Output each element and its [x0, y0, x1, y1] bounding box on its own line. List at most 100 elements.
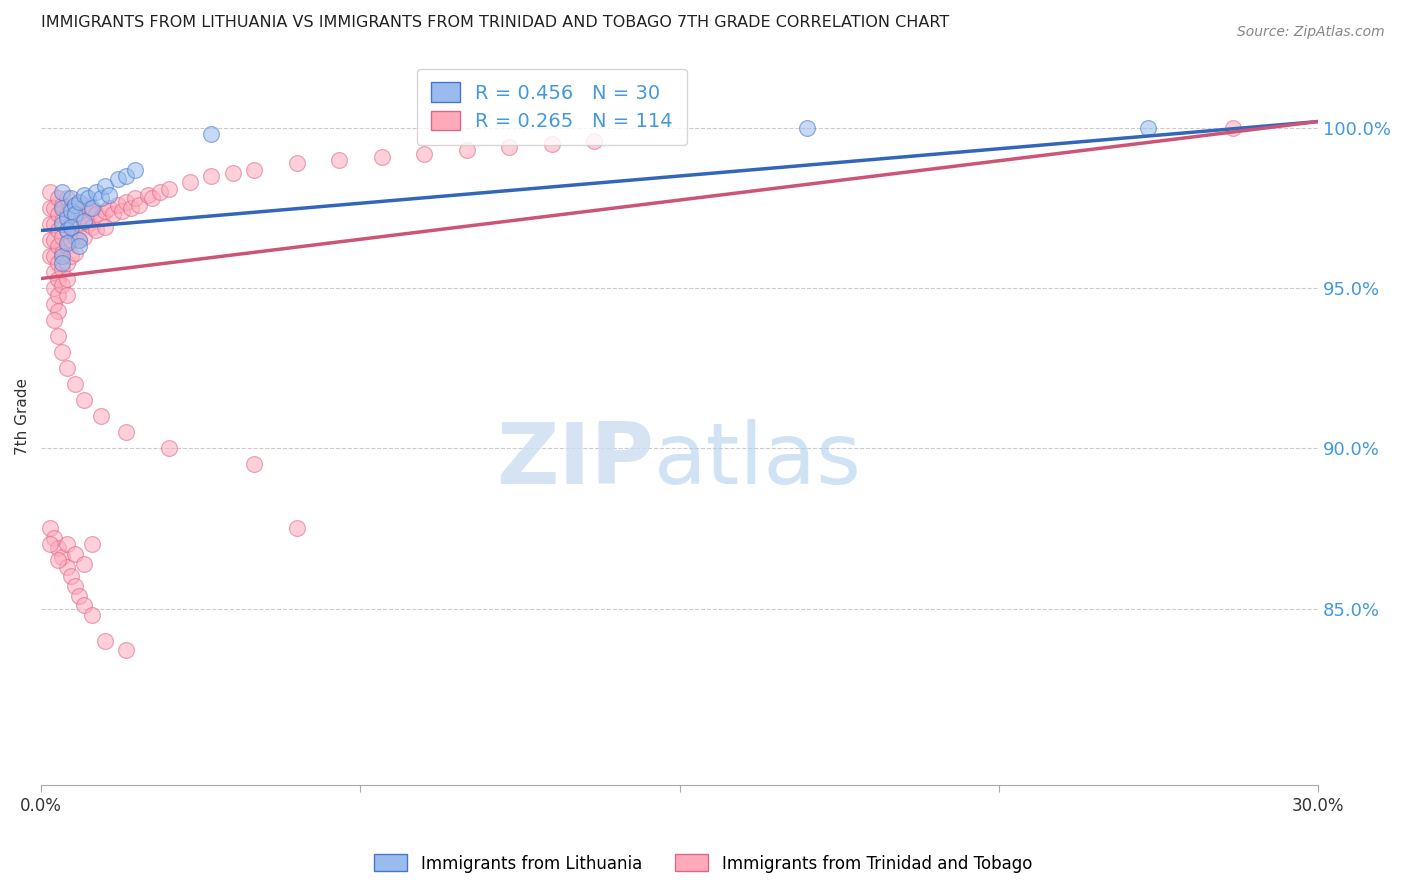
Point [55, 255, 77, 269]
Point [67, 589, 90, 603]
Point [42, 297, 65, 311]
Point [179, 175, 201, 189]
Point [67, 239, 90, 253]
Point [51, 550, 73, 565]
Point [59, 217, 82, 231]
Point [73, 214, 96, 228]
Point [456, 144, 478, 158]
Point [124, 191, 146, 205]
Point [55, 207, 77, 221]
Point [90, 211, 112, 225]
Text: ZIP: ZIP [496, 419, 654, 502]
Point [120, 201, 142, 215]
Point [82, 201, 104, 215]
Point [90, 409, 112, 424]
Point [63, 207, 86, 221]
Point [38, 521, 60, 535]
Point [59, 204, 82, 219]
Point [59, 569, 82, 583]
Point [55, 191, 77, 205]
Point [77, 191, 100, 205]
Point [82, 607, 104, 622]
Point [73, 393, 96, 408]
Point [46, 303, 69, 318]
Point [115, 643, 138, 657]
Point [51, 345, 73, 359]
Point [82, 220, 104, 235]
Legend: Immigrants from Lithuania, Immigrants from Trinidad and Tobago: Immigrants from Lithuania, Immigrants fr… [367, 847, 1039, 880]
Point [63, 198, 86, 212]
Point [243, 162, 266, 177]
Point [46, 255, 69, 269]
Point [285, 521, 308, 535]
Point [94, 178, 117, 193]
Point [63, 230, 86, 244]
Point [55, 223, 77, 237]
Point [136, 188, 159, 202]
Point [77, 217, 100, 231]
Point [94, 204, 117, 219]
Point [38, 185, 60, 199]
Point [73, 230, 96, 244]
Point [59, 249, 82, 263]
Point [94, 220, 117, 235]
Point [98, 188, 121, 202]
Point [46, 541, 69, 555]
Point [46, 329, 69, 343]
Point [583, 134, 606, 148]
Point [42, 217, 65, 231]
Point [115, 169, 138, 183]
Point [51, 277, 73, 292]
Text: IMMIGRANTS FROM LITHUANIA VS IMMIGRANTS FROM TRINIDAD AND TOBAGO 7TH GRADE CORRE: IMMIGRANTS FROM LITHUANIA VS IMMIGRANTS … [41, 15, 949, 30]
Point [200, 169, 222, 183]
Point [82, 537, 104, 551]
Point [38, 217, 60, 231]
Point [55, 223, 77, 237]
Point [90, 191, 112, 205]
Point [157, 442, 180, 456]
Point [51, 246, 73, 260]
Point [103, 207, 125, 221]
Point [73, 198, 96, 212]
Point [796, 120, 818, 135]
Point [285, 156, 308, 170]
Point [541, 136, 564, 151]
Point [86, 223, 108, 237]
Point [51, 255, 73, 269]
Point [42, 531, 65, 545]
Point [94, 633, 117, 648]
Point [82, 204, 104, 219]
Point [51, 201, 73, 215]
Point [370, 150, 392, 164]
Point [46, 223, 69, 237]
Point [413, 146, 436, 161]
Legend: R = 0.456   N = 30, R = 0.265   N = 114: R = 0.456 N = 30, R = 0.265 N = 114 [418, 69, 686, 145]
Point [63, 377, 86, 392]
Point [46, 553, 69, 567]
Point [38, 249, 60, 263]
Point [73, 557, 96, 571]
Point [42, 313, 65, 327]
Point [51, 185, 73, 199]
Point [107, 172, 129, 186]
Point [63, 246, 86, 260]
Point [67, 217, 90, 231]
Point [55, 537, 77, 551]
Point [115, 425, 138, 440]
Point [111, 204, 134, 219]
Point [107, 198, 129, 212]
Point [42, 265, 65, 279]
Point [42, 201, 65, 215]
Text: Source: ZipAtlas.com: Source: ZipAtlas.com [1237, 25, 1385, 39]
Point [38, 233, 60, 247]
Point [42, 249, 65, 263]
Y-axis label: 7th Grade: 7th Grade [15, 378, 30, 455]
Point [38, 201, 60, 215]
Point [67, 201, 90, 215]
Point [200, 128, 222, 142]
Point [46, 271, 69, 285]
Point [51, 249, 73, 263]
Point [86, 207, 108, 221]
Point [63, 579, 86, 593]
Point [55, 560, 77, 574]
